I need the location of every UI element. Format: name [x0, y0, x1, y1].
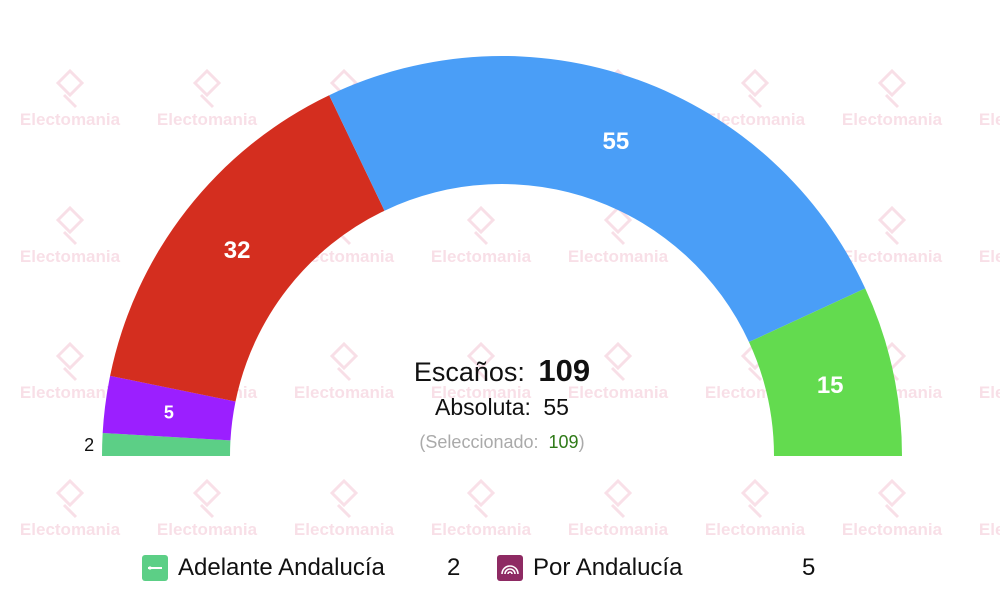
watermark-logo-icon: [466, 478, 496, 519]
watermark: Electomania: [979, 383, 1000, 402]
watermark-text: Electomania: [294, 383, 395, 402]
watermark: Electomania: [842, 205, 943, 266]
watermark-text: Electomania: [842, 247, 943, 266]
watermark-logo-icon: [55, 205, 85, 246]
watermark-text: Electomania: [979, 110, 1000, 129]
watermark-logo-icon: [466, 341, 496, 382]
watermark-logo-icon: [877, 68, 907, 109]
watermark-logo-icon: [740, 68, 770, 109]
watermark: Electomania: [294, 478, 395, 539]
watermark: Electomania: [20, 205, 121, 266]
watermark-logo-icon: [329, 341, 359, 382]
seat-arc-2: [110, 95, 385, 402]
watermark-logo-icon: [192, 478, 222, 519]
watermark-text: Electomania: [157, 110, 258, 129]
watermark: Electomania: [568, 205, 669, 266]
selected-close: ): [579, 432, 585, 452]
watermark-text: Electomania: [568, 383, 669, 402]
watermark: Electomania: [979, 247, 1000, 266]
watermark-text: Electomania: [431, 247, 532, 266]
watermark: Electomania: [20, 68, 121, 129]
watermark-text: Electomania: [979, 383, 1000, 402]
watermark-logo-icon: [192, 68, 222, 109]
watermark-text: Electomania: [20, 110, 121, 129]
seat-label-0: 2: [84, 435, 94, 455]
seat-arc-0: [102, 432, 231, 456]
watermark-text: Electomania: [842, 520, 943, 539]
por-andalucia-logo-icon: [497, 555, 523, 581]
adelante-andalucia-logo-icon: [142, 555, 168, 581]
total-seats-label: Escaños:: [414, 357, 525, 387]
selected-label: (Seleccionado:: [419, 432, 538, 452]
majority-text: Absoluta: 55: [435, 394, 569, 420]
watermark-text: Electomania: [20, 520, 121, 539]
watermark: Electomania: [431, 478, 532, 539]
watermark: Electomania: [157, 478, 258, 539]
selected-text: (Seleccionado: 109): [419, 432, 584, 452]
watermark: Electomania: [157, 68, 258, 129]
seat-label-3: 55: [603, 128, 630, 155]
watermark: Electomania: [20, 478, 121, 539]
seat-arcs: [102, 55, 902, 456]
watermark-logo-icon: [603, 205, 633, 246]
seat-arc-1: [102, 375, 236, 441]
watermark-logo-icon: [55, 68, 85, 109]
watermark: Electomania: [979, 520, 1000, 539]
watermark: Electomania: [979, 110, 1000, 129]
seat-label-4: 15: [817, 372, 844, 399]
legend: Adelante Andalucía 2 Por Andalucía 5: [0, 548, 1000, 592]
watermark-text: Electomania: [431, 383, 532, 402]
watermark-logo-icon: [466, 205, 496, 246]
watermark-logo-icon: [877, 478, 907, 519]
watermark-text: Electomania: [431, 520, 532, 539]
watermark: Electomania: [431, 341, 532, 402]
watermark: Electomania: [294, 341, 395, 402]
legend-label: Adelante Andalucía: [178, 554, 385, 581]
legend-item-por-andalucia: Por Andalucía: [497, 554, 682, 582]
watermark-logo-icon: [877, 205, 907, 246]
legend-item-adelante-andalucia: Adelante Andalucía: [142, 554, 385, 582]
total-seats-text: Escaños: 109: [414, 353, 590, 388]
watermark-text: Electomania: [705, 110, 806, 129]
watermark-text: Electomania: [568, 247, 669, 266]
legend-seats: 5: [802, 554, 816, 581]
watermark: Electomania: [20, 341, 121, 402]
watermark: Electomania: [842, 478, 943, 539]
watermark-logo-icon: [329, 478, 359, 519]
watermark: Electomania: [431, 205, 532, 266]
seat-arc-3: [329, 55, 866, 343]
total-seats-value: 109: [538, 353, 590, 388]
watermark: Electomania: [842, 68, 943, 129]
watermark-text: Electomania: [979, 247, 1000, 266]
watermark-text: Electomania: [20, 383, 121, 402]
watermark-text: Electomania: [20, 247, 121, 266]
seat-labels: 2 5 32 55 15: [84, 128, 843, 455]
selected-value: 109: [549, 432, 579, 452]
watermark-text: Electomania: [568, 520, 669, 539]
watermark-text: Electomania: [294, 520, 395, 539]
watermark-logo-icon: [603, 478, 633, 519]
watermark-logo-icon: [55, 478, 85, 519]
watermark: Electomania: [705, 478, 806, 539]
watermark: Electomania: [568, 478, 669, 539]
watermark-text: Electomania: [842, 110, 943, 129]
legend-seats: 2: [447, 554, 461, 581]
watermark: Electomania: [705, 68, 806, 129]
watermark-text: Electomania: [157, 520, 258, 539]
majority-label: Absoluta:: [435, 394, 531, 420]
watermark: Electomania: [568, 341, 669, 402]
watermark-logo-icon: [55, 341, 85, 382]
watermark-text: Electomania: [979, 520, 1000, 539]
watermark-logo-icon: [740, 478, 770, 519]
watermark-logo-icon: [603, 341, 633, 382]
majority-value: 55: [543, 394, 569, 420]
legend-label: Por Andalucía: [533, 554, 683, 581]
seat-label-1: 5: [164, 403, 174, 423]
watermark-text: Electomania: [705, 520, 806, 539]
seat-label-2: 32: [224, 237, 251, 264]
seat-arc-4: [748, 288, 902, 456]
